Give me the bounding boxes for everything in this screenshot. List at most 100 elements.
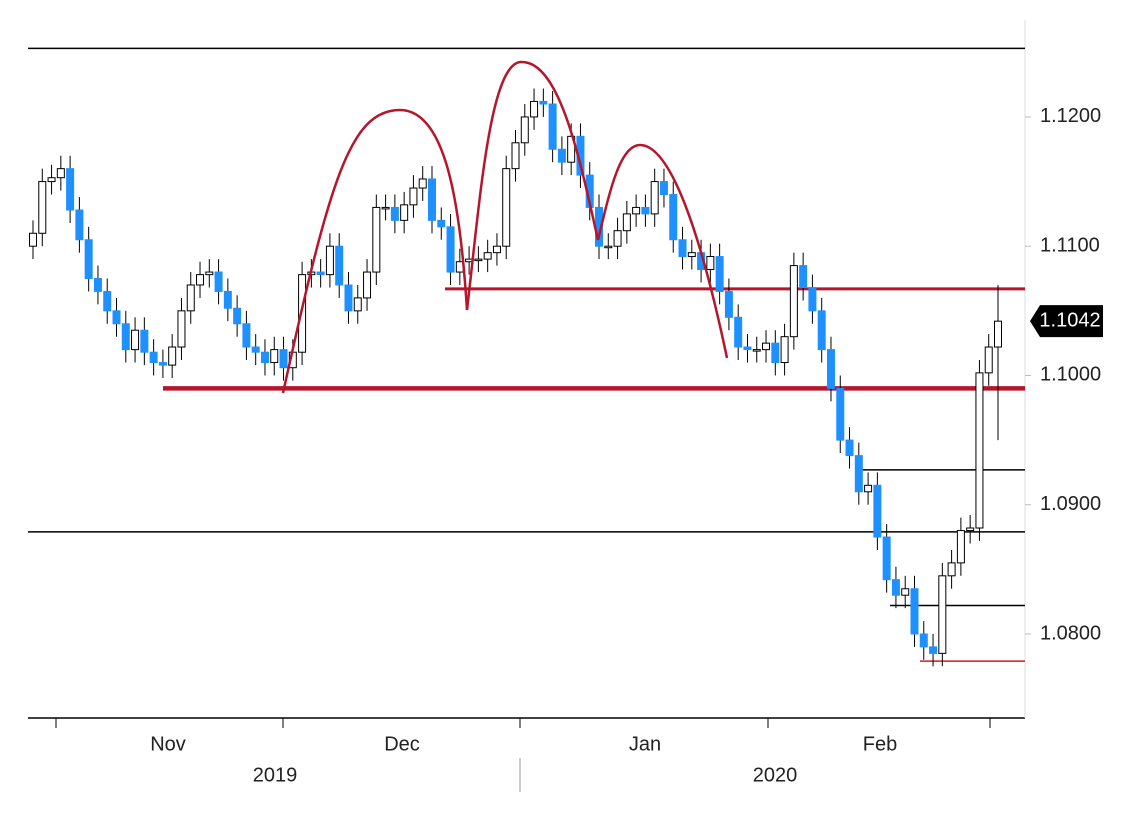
candle-body — [400, 204, 409, 221]
candle-body — [752, 349, 761, 352]
y-tick-label: 1.0900 — [1040, 493, 1101, 515]
candles — [29, 88, 1002, 667]
y-tick-label: 1.0800 — [1040, 622, 1101, 644]
last-price-label: 1.1042 — [1039, 309, 1100, 331]
candle-body — [483, 252, 492, 260]
candle-body — [762, 342, 771, 351]
candle-body — [622, 213, 631, 232]
candle-body — [390, 206, 399, 221]
x-tick-label: Jan — [629, 733, 661, 755]
axes: 1.0800 1.0900 1.1000 1.1100 1.1200 Nov Dec Jan F… — [55, 105, 1103, 786]
candle-body — [363, 271, 372, 299]
candle-body — [994, 320, 1002, 348]
candle-body — [511, 142, 520, 170]
candle-body — [446, 226, 455, 273]
candle-body — [223, 290, 232, 309]
candle-body — [214, 271, 223, 292]
candle-body — [826, 349, 835, 389]
pattern-arcs — [281, 60, 729, 394]
candle-body — [279, 349, 288, 369]
candle-body — [38, 181, 47, 234]
x-tick-label: Nov — [150, 733, 186, 755]
candle-body — [530, 100, 539, 118]
candle-body — [901, 588, 910, 596]
candle-body — [854, 455, 863, 493]
candle-body — [817, 310, 826, 351]
candle-body — [316, 271, 325, 276]
candle-body — [539, 100, 548, 105]
candle-body — [131, 329, 140, 351]
candle-body — [427, 178, 436, 221]
candle-body — [251, 346, 260, 353]
candle-body — [891, 579, 900, 596]
candle-body — [966, 527, 975, 532]
pattern-arc — [281, 108, 469, 394]
last-price-tag — [1030, 305, 1103, 338]
candle-body — [168, 346, 177, 366]
candle-body — [873, 484, 882, 538]
candle-body — [149, 351, 158, 364]
candle-body — [557, 148, 566, 163]
candle-body — [502, 168, 511, 247]
candle-body — [353, 297, 362, 312]
candle-body — [947, 562, 956, 577]
candle-body — [734, 316, 743, 348]
candle-body — [984, 346, 993, 374]
candle-body — [548, 103, 557, 150]
candle-body — [938, 575, 947, 654]
candle-body — [325, 245, 334, 276]
candle-body — [659, 181, 668, 196]
candle-body — [715, 256, 724, 292]
candle-body — [121, 323, 130, 351]
year-label: 2020 — [753, 764, 798, 786]
candle-body — [186, 284, 195, 312]
candle-body — [93, 278, 102, 292]
candle-body — [650, 181, 659, 215]
candle-body — [687, 252, 696, 258]
candle-body — [520, 116, 529, 144]
candle-body — [409, 187, 418, 206]
candle-body — [344, 284, 353, 312]
candle-body — [270, 349, 279, 364]
candle-body — [864, 484, 873, 493]
candle-body — [771, 342, 780, 364]
candle-body — [140, 329, 149, 353]
candle-body — [706, 256, 715, 270]
candle-body — [474, 258, 483, 262]
candle-body — [335, 245, 344, 286]
candle-body — [919, 633, 928, 648]
candle-body — [956, 530, 965, 564]
candle-body — [205, 271, 214, 276]
candle-body — [724, 290, 733, 318]
candle-body — [743, 346, 752, 351]
candle-body — [910, 588, 919, 635]
candle-body — [66, 168, 75, 211]
candle-body — [845, 439, 854, 457]
candle-body — [372, 206, 381, 273]
candle-body — [260, 351, 269, 364]
candle-body — [678, 239, 687, 258]
candle-body — [604, 245, 613, 249]
pattern-arc — [596, 143, 729, 359]
candle-body — [799, 265, 808, 289]
x-tick-label: Dec — [384, 733, 420, 755]
candle-body — [882, 536, 891, 581]
levels — [28, 47, 1025, 662]
candle-body — [242, 323, 251, 348]
candle-body — [418, 178, 427, 189]
candle-body — [112, 310, 121, 325]
candle-body — [84, 239, 93, 280]
candle-body — [780, 336, 789, 364]
candle-body — [492, 245, 501, 254]
candle-body — [381, 206, 390, 210]
candle-body — [196, 274, 205, 286]
candle-body — [29, 232, 37, 247]
candle-body — [975, 372, 984, 529]
year-label: 2019 — [253, 764, 298, 786]
candle-body — [632, 206, 641, 215]
candle-body — [177, 310, 186, 348]
candle-body — [641, 206, 650, 215]
candle-body — [929, 646, 938, 654]
candle-body — [56, 168, 65, 179]
